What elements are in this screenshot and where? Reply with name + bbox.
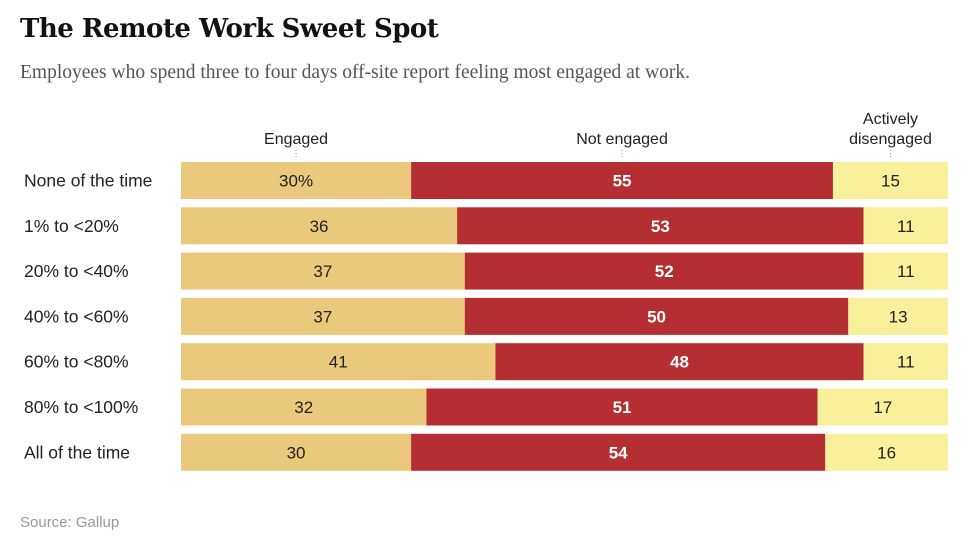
row-label: None of the time: [24, 171, 152, 191]
row-label: 1% to <20%: [24, 216, 119, 236]
bar-segment: [848, 297, 948, 335]
row-label: 40% to <60%: [24, 306, 129, 326]
bar-segment: [426, 388, 818, 426]
data-label: 30%: [279, 172, 313, 191]
bar-segment: [181, 252, 465, 290]
data-label: 54: [609, 443, 628, 462]
bar-segment: [181, 433, 412, 471]
stacked-bar-chart: Engaged Not engaged Actively disengaged None…: [24, 111, 948, 471]
row-label: 20% to <40%: [24, 261, 129, 281]
bar-segment: [411, 162, 833, 199]
chart-subtitle: Employees who spend three to four days o…: [20, 62, 691, 83]
data-label: 55: [613, 172, 632, 191]
bar-segment: [495, 343, 864, 381]
column-header-label: Not engaged: [576, 131, 668, 148]
column-header-label: disengaged: [849, 131, 932, 148]
bar-segment: [457, 207, 864, 245]
column-header-label: Engaged: [264, 131, 328, 148]
data-label: 36: [310, 217, 329, 236]
row-label: All of the time: [24, 442, 130, 462]
data-label: 51: [613, 398, 632, 417]
bar-segment: [181, 388, 427, 426]
data-label: 48: [670, 353, 689, 372]
bar-segment: [817, 388, 948, 426]
data-label: 16: [877, 443, 896, 462]
data-label: 30: [287, 443, 306, 462]
data-label: 41: [329, 353, 348, 372]
bar-segment: [181, 162, 412, 199]
bar-segment: [181, 207, 458, 245]
chart-title: The Remote Work Sweet Spot: [20, 14, 439, 44]
data-label: 50: [647, 307, 666, 326]
data-label: 13: [889, 307, 908, 326]
bar-segment: [181, 343, 496, 381]
bar-segment: [464, 297, 849, 335]
data-label: 37: [313, 307, 332, 326]
column-header-label: Actively: [863, 111, 918, 128]
row-label: 60% to <80%: [24, 352, 129, 372]
data-label: 11: [897, 217, 915, 236]
bar-segment: [832, 162, 948, 199]
bar-segment: [863, 343, 948, 381]
bar-segment: [464, 252, 864, 290]
bar-segment: [181, 297, 465, 335]
data-label: 52: [655, 262, 674, 281]
bar-segment: [825, 433, 948, 471]
data-label: 17: [873, 398, 892, 417]
data-label: 37: [313, 262, 332, 281]
data-label: 11: [897, 353, 915, 372]
data-label: 15: [881, 172, 900, 191]
data-label: 32: [294, 398, 313, 417]
bar-segment: [863, 252, 948, 290]
bar-segment: [411, 433, 826, 471]
row-label: 80% to <100%: [24, 397, 138, 417]
data-label: 11: [897, 262, 915, 281]
source-note: Source: Gallup: [20, 514, 120, 531]
bar-segment: [863, 207, 948, 245]
data-label: 53: [651, 217, 670, 236]
